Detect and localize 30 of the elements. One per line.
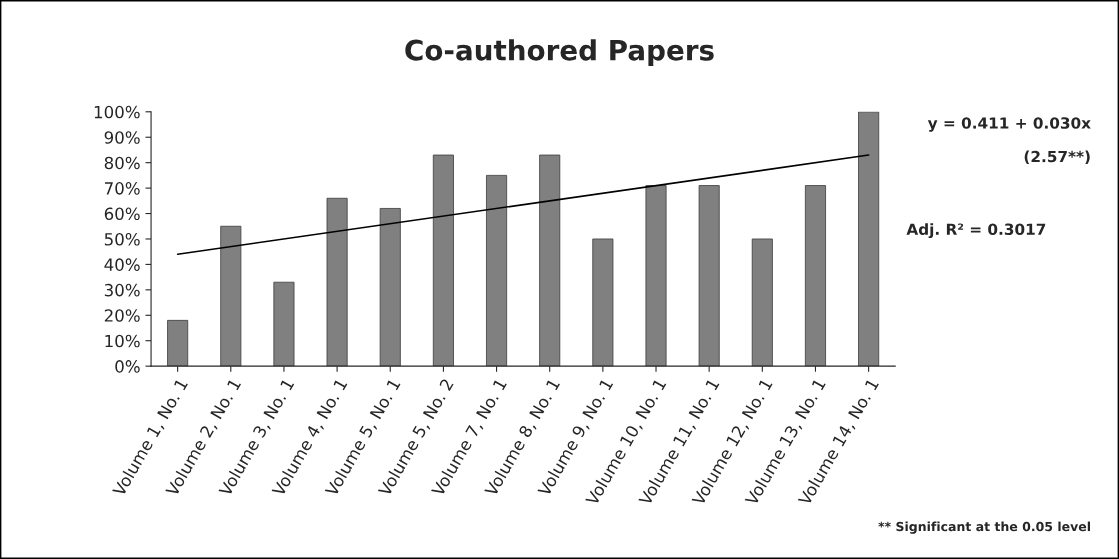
bar xyxy=(486,174,508,367)
bar xyxy=(698,185,720,367)
text: y = 0.411 + 0.030x xyxy=(927,117,1091,132)
chart-title: Co-authored Papers xyxy=(405,39,714,67)
text: ** Significant at the 0.05 level xyxy=(878,521,1090,534)
y-tick-label: 80% xyxy=(104,156,140,170)
y-tick-label: 70% xyxy=(104,182,140,195)
text: (2.57**) xyxy=(1024,150,1090,165)
y-tick-label: 10% xyxy=(105,334,140,348)
y-tick-label: 30% xyxy=(104,283,140,297)
bar xyxy=(273,281,295,367)
bar xyxy=(326,197,348,367)
bar xyxy=(432,154,454,367)
bar xyxy=(751,238,773,367)
bar xyxy=(220,225,242,367)
y-tick-label: 50% xyxy=(104,232,140,246)
bar xyxy=(858,111,880,367)
y-tick-label: 20% xyxy=(104,309,140,322)
bar xyxy=(804,185,826,367)
bar xyxy=(592,238,614,367)
bar xyxy=(167,319,189,367)
y-tick-label: 60% xyxy=(104,207,140,221)
y-tick-label: 0% xyxy=(115,360,140,373)
text: Adj. R² = 0.3017 xyxy=(906,223,1046,239)
bar xyxy=(379,208,401,367)
y-tick-label: 90% xyxy=(104,131,140,144)
bar xyxy=(539,154,561,367)
bar xyxy=(645,185,667,367)
y-tick-label: 100% xyxy=(94,105,140,119)
y-tick-label: 40% xyxy=(104,258,140,271)
